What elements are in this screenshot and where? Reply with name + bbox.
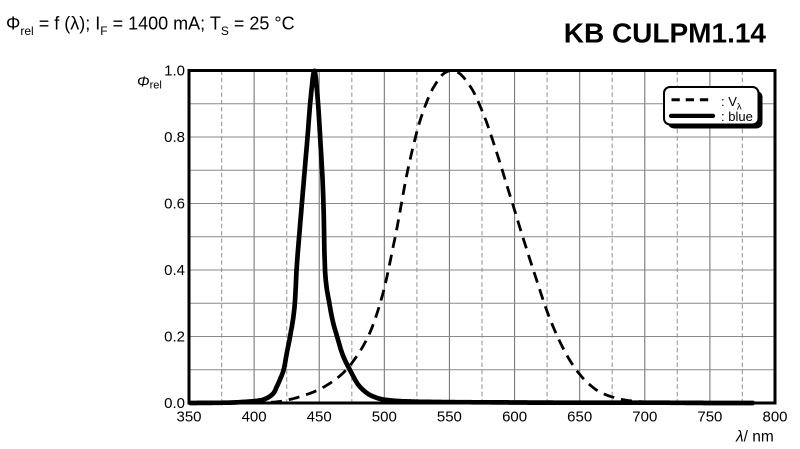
svg-text:700: 700 bbox=[632, 408, 657, 425]
svg-text:KB CULPM1.14: KB CULPM1.14 bbox=[564, 18, 767, 49]
svg-text:350: 350 bbox=[176, 408, 201, 425]
svg-text:750: 750 bbox=[697, 408, 722, 425]
svg-text:0.0: 0.0 bbox=[164, 395, 185, 412]
svg-text:650: 650 bbox=[567, 408, 592, 425]
svg-text:0.2: 0.2 bbox=[164, 329, 185, 346]
svg-text:800: 800 bbox=[762, 408, 787, 425]
svg-text:600: 600 bbox=[502, 408, 527, 425]
svg-text:1.0: 1.0 bbox=[164, 63, 185, 80]
svg-text:0.6: 0.6 bbox=[164, 196, 185, 213]
svg-text:500: 500 bbox=[372, 408, 397, 425]
svg-text:550: 550 bbox=[437, 408, 462, 425]
svg-text:: Vλ: : Vλ bbox=[721, 94, 742, 113]
svg-text:λ/ nm: λ/ nm bbox=[735, 429, 774, 446]
svg-text:400: 400 bbox=[242, 408, 267, 425]
svg-text:0.4: 0.4 bbox=[164, 262, 185, 279]
svg-text:: blue: : blue bbox=[721, 109, 753, 124]
svg-text:0.8: 0.8 bbox=[164, 129, 185, 146]
svg-text:450: 450 bbox=[307, 408, 332, 425]
